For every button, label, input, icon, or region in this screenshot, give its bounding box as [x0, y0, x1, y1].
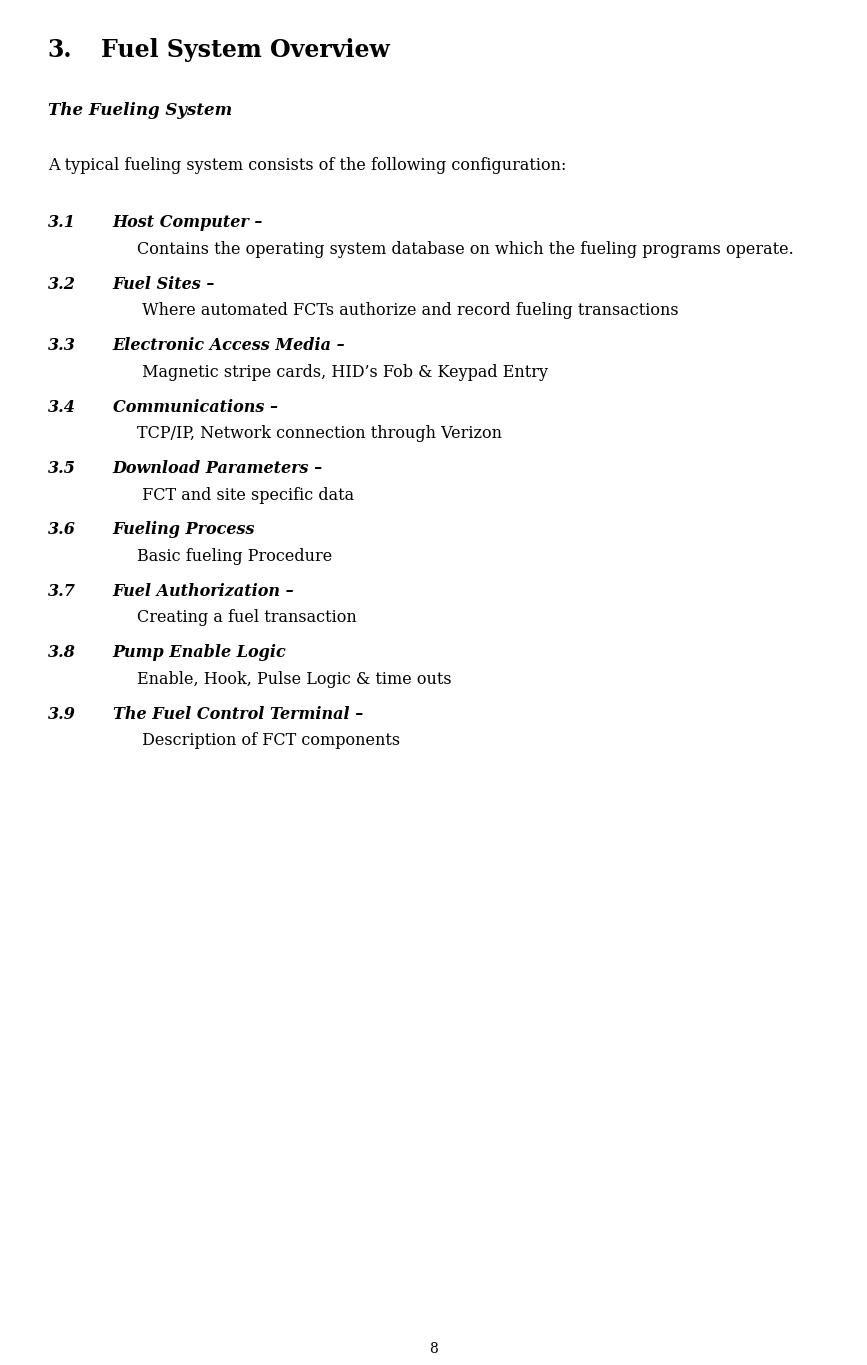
Text: 3.5: 3.5	[48, 460, 75, 476]
Text: 3.2: 3.2	[48, 276, 75, 292]
Text: Contains the operating system database on which the fueling programs operate.: Contains the operating system database o…	[137, 242, 793, 258]
Text: Communications –: Communications –	[113, 399, 277, 415]
Text: Basic fueling Procedure: Basic fueling Procedure	[137, 547, 332, 565]
Text: The Fueling System: The Fueling System	[48, 102, 232, 119]
Text: Fuel Sites –: Fuel Sites –	[113, 276, 215, 292]
Text: Enable, Hook, Pulse Logic & time outs: Enable, Hook, Pulse Logic & time outs	[137, 670, 452, 688]
Text: FCT and site specific data: FCT and site specific data	[137, 486, 354, 504]
Text: 3.7: 3.7	[48, 583, 75, 599]
Text: 3.4: 3.4	[48, 399, 75, 415]
Text: Description of FCT components: Description of FCT components	[137, 732, 400, 749]
Text: 3.9: 3.9	[48, 706, 75, 722]
Text: Magnetic stripe cards, HID’s Fob & Keypad Entry: Magnetic stripe cards, HID’s Fob & Keypa…	[137, 363, 548, 381]
Text: 3.6: 3.6	[48, 521, 75, 538]
Text: Creating a fuel transaction: Creating a fuel transaction	[137, 609, 356, 627]
Text: 3.8: 3.8	[48, 644, 75, 661]
Text: Download Parameters –: Download Parameters –	[113, 460, 323, 476]
Text: 3.: 3.	[48, 38, 72, 63]
Text: Fueling Process: Fueling Process	[113, 521, 255, 538]
Text: Electronic Access Media –: Electronic Access Media –	[113, 337, 345, 354]
Text: The Fuel Control Terminal –: The Fuel Control Terminal –	[113, 706, 363, 722]
Text: Pump Enable Logic: Pump Enable Logic	[113, 644, 286, 661]
Text: 3.3: 3.3	[48, 337, 75, 354]
Text: Where automated FCTs authorize and record fueling transactions: Where automated FCTs authorize and recor…	[137, 303, 679, 319]
Text: Host Computer –: Host Computer –	[113, 214, 263, 231]
Text: A typical fueling system consists of the following configuration:: A typical fueling system consists of the…	[48, 157, 566, 173]
Text: Fuel Authorization –: Fuel Authorization –	[113, 583, 294, 599]
Text: Fuel System Overview: Fuel System Overview	[101, 38, 390, 63]
Text: 3.1: 3.1	[48, 214, 75, 231]
Text: 8: 8	[429, 1342, 438, 1355]
Text: TCP/IP, Network connection through Verizon: TCP/IP, Network connection through Veriz…	[137, 425, 502, 442]
